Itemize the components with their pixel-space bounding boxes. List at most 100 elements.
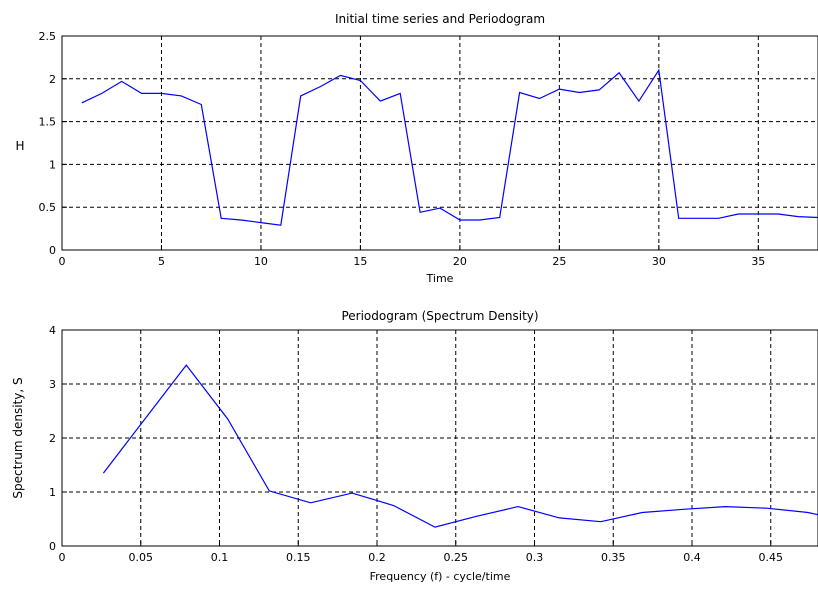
periodogram-x-tick-label: 0.3 — [526, 551, 544, 564]
time-series-plot-frame — [61, 35, 818, 251]
time-series-y-tick-label: 1.5 — [39, 116, 57, 129]
time-series-data-point — [380, 100, 382, 102]
time-series-data-point — [141, 93, 143, 95]
periodogram-title: Periodogram (Spectrum Density) — [341, 309, 538, 323]
periodogram-data-point — [103, 472, 105, 474]
time-series-data-point — [738, 213, 740, 215]
periodogram-data-point — [476, 516, 478, 518]
time-series-series-line — [81, 68, 818, 226]
periodogram-x-tick-label: 0 — [59, 551, 66, 564]
periodogram-x-axis-label: Frequency (f) - cycle/time — [370, 570, 511, 583]
time-series-data-point — [519, 92, 521, 94]
time-series-x-tick-label: 0 — [59, 255, 66, 268]
time-series-data-point — [638, 100, 640, 102]
periodogram-x-tick-label: 0.05 — [129, 551, 154, 564]
periodogram-x-ticks: 0 0.05 0.1 0.15 0.2 0.25 0.3 0.35 0.4 0.45 — [59, 541, 784, 564]
periodogram-grid — [62, 330, 818, 546]
periodogram-series-line — [102, 364, 818, 528]
time-series-x-tick-label: 30 — [652, 255, 666, 268]
time-series-y-tick-label: 0.5 — [39, 201, 57, 214]
time-series-x-tick-label: 25 — [552, 255, 566, 268]
periodogram-data-point — [227, 418, 229, 420]
time-series-data-point — [777, 213, 779, 215]
time-series-x-ticks: 0 5 10 15 20 25 30 35 — [59, 245, 765, 268]
periodogram-data-point — [559, 517, 561, 519]
time-series-y-tick-label: 0 — [49, 244, 56, 257]
time-series-y-axis-label: H — [15, 139, 24, 153]
time-series-x-tick-label: 5 — [158, 255, 165, 268]
periodogram-x-tick-label: 0.2 — [368, 551, 386, 564]
time-series-data-point — [419, 212, 421, 214]
time-series-data-point — [459, 219, 461, 221]
time-series-data-point — [439, 207, 441, 209]
time-series-data-point — [559, 88, 561, 90]
time-series-data-point — [360, 80, 362, 82]
time-series-y-ticks: 0 0.5 1 1.5 2 2.5 — [39, 30, 67, 257]
time-series-data-point — [598, 89, 600, 91]
time-series-data-point — [499, 217, 501, 219]
time-series-data-point — [340, 75, 342, 77]
time-series-data-point — [797, 216, 799, 218]
periodogram-data-point — [310, 502, 312, 504]
periodogram-y-axis-label: Spectrum density, S — [11, 377, 25, 498]
periodogram-data-point — [724, 506, 726, 508]
time-series-data-point — [161, 93, 163, 95]
time-series-panel: 0 5 10 15 20 25 30 35 0 0.5 1 1.5 2 2.5 Initial time… — [15, 12, 818, 285]
time-series-y-tick-label: 1 — [49, 158, 56, 171]
periodogram-data-point — [144, 418, 146, 420]
time-series-line-group — [81, 68, 818, 226]
periodogram-data-point — [641, 512, 643, 514]
time-series-data-point — [539, 98, 541, 100]
time-series-data-point — [280, 224, 282, 226]
periodogram-x-tick-label: 0.35 — [601, 551, 626, 564]
periodogram-data-point — [517, 506, 519, 508]
periodogram-data-point — [351, 492, 353, 494]
time-series-data-point — [678, 218, 680, 220]
time-series-data-point — [181, 95, 183, 97]
periodogram-x-tick-label: 0.1 — [211, 551, 229, 564]
periodogram-y-tick-label: 4 — [49, 324, 56, 337]
periodogram-data-point — [393, 505, 395, 507]
time-series-y-tick-label: 2 — [49, 73, 56, 86]
periodogram-data-point — [807, 512, 809, 514]
periodogram-x-tick-label: 0.45 — [759, 551, 784, 564]
time-series-data-point — [260, 222, 262, 224]
periodogram-y-tick-label: 0 — [49, 540, 56, 553]
time-series-data-point — [220, 218, 222, 220]
periodogram-y-tick-label: 1 — [49, 486, 56, 499]
periodogram-x-tick-label: 0.4 — [683, 551, 701, 564]
periodogram-data-point — [683, 508, 685, 510]
periodogram-x-tick-label: 0.15 — [286, 551, 311, 564]
periodogram-data-point — [268, 490, 270, 492]
time-series-data-point — [240, 219, 242, 221]
time-series-x-axis-label: Time — [426, 272, 454, 285]
time-series-data-point — [658, 69, 660, 71]
time-series-data-point — [479, 219, 481, 221]
periodogram-panel: 0 0.05 0.1 0.15 0.2 0.25 0.3 0.35 0.4 0.45 01234 … — [11, 309, 818, 583]
time-series-data-point — [81, 102, 83, 104]
periodogram-data-point — [185, 364, 187, 366]
time-series-data-point — [698, 218, 700, 220]
time-series-title: Initial time series and Periodogram — [335, 12, 545, 26]
periodogram-y-tick-label: 3 — [49, 378, 56, 391]
time-series-data-point — [300, 95, 302, 97]
periodogram-data-point — [766, 507, 768, 509]
time-series-x-tick-label: 35 — [751, 255, 765, 268]
time-series-data-point — [718, 218, 720, 220]
time-series-data-point — [618, 72, 620, 74]
time-series-x-tick-label: 20 — [453, 255, 467, 268]
time-series-data-point — [200, 104, 202, 106]
time-series-data-point — [320, 86, 322, 88]
time-series-data-point — [758, 213, 760, 215]
time-series-x-tick-label: 10 — [254, 255, 268, 268]
time-series-data-point — [121, 81, 123, 83]
periodogram-data-point — [600, 521, 602, 523]
periodogram-data-point — [434, 526, 436, 528]
time-series-y-tick-label: 2.5 — [39, 30, 57, 43]
time-series-data-point — [399, 93, 401, 95]
time-series-x-tick-label: 15 — [353, 255, 367, 268]
time-series-data-point — [578, 92, 580, 94]
periodogram-x-tick-label: 0.25 — [444, 551, 469, 564]
